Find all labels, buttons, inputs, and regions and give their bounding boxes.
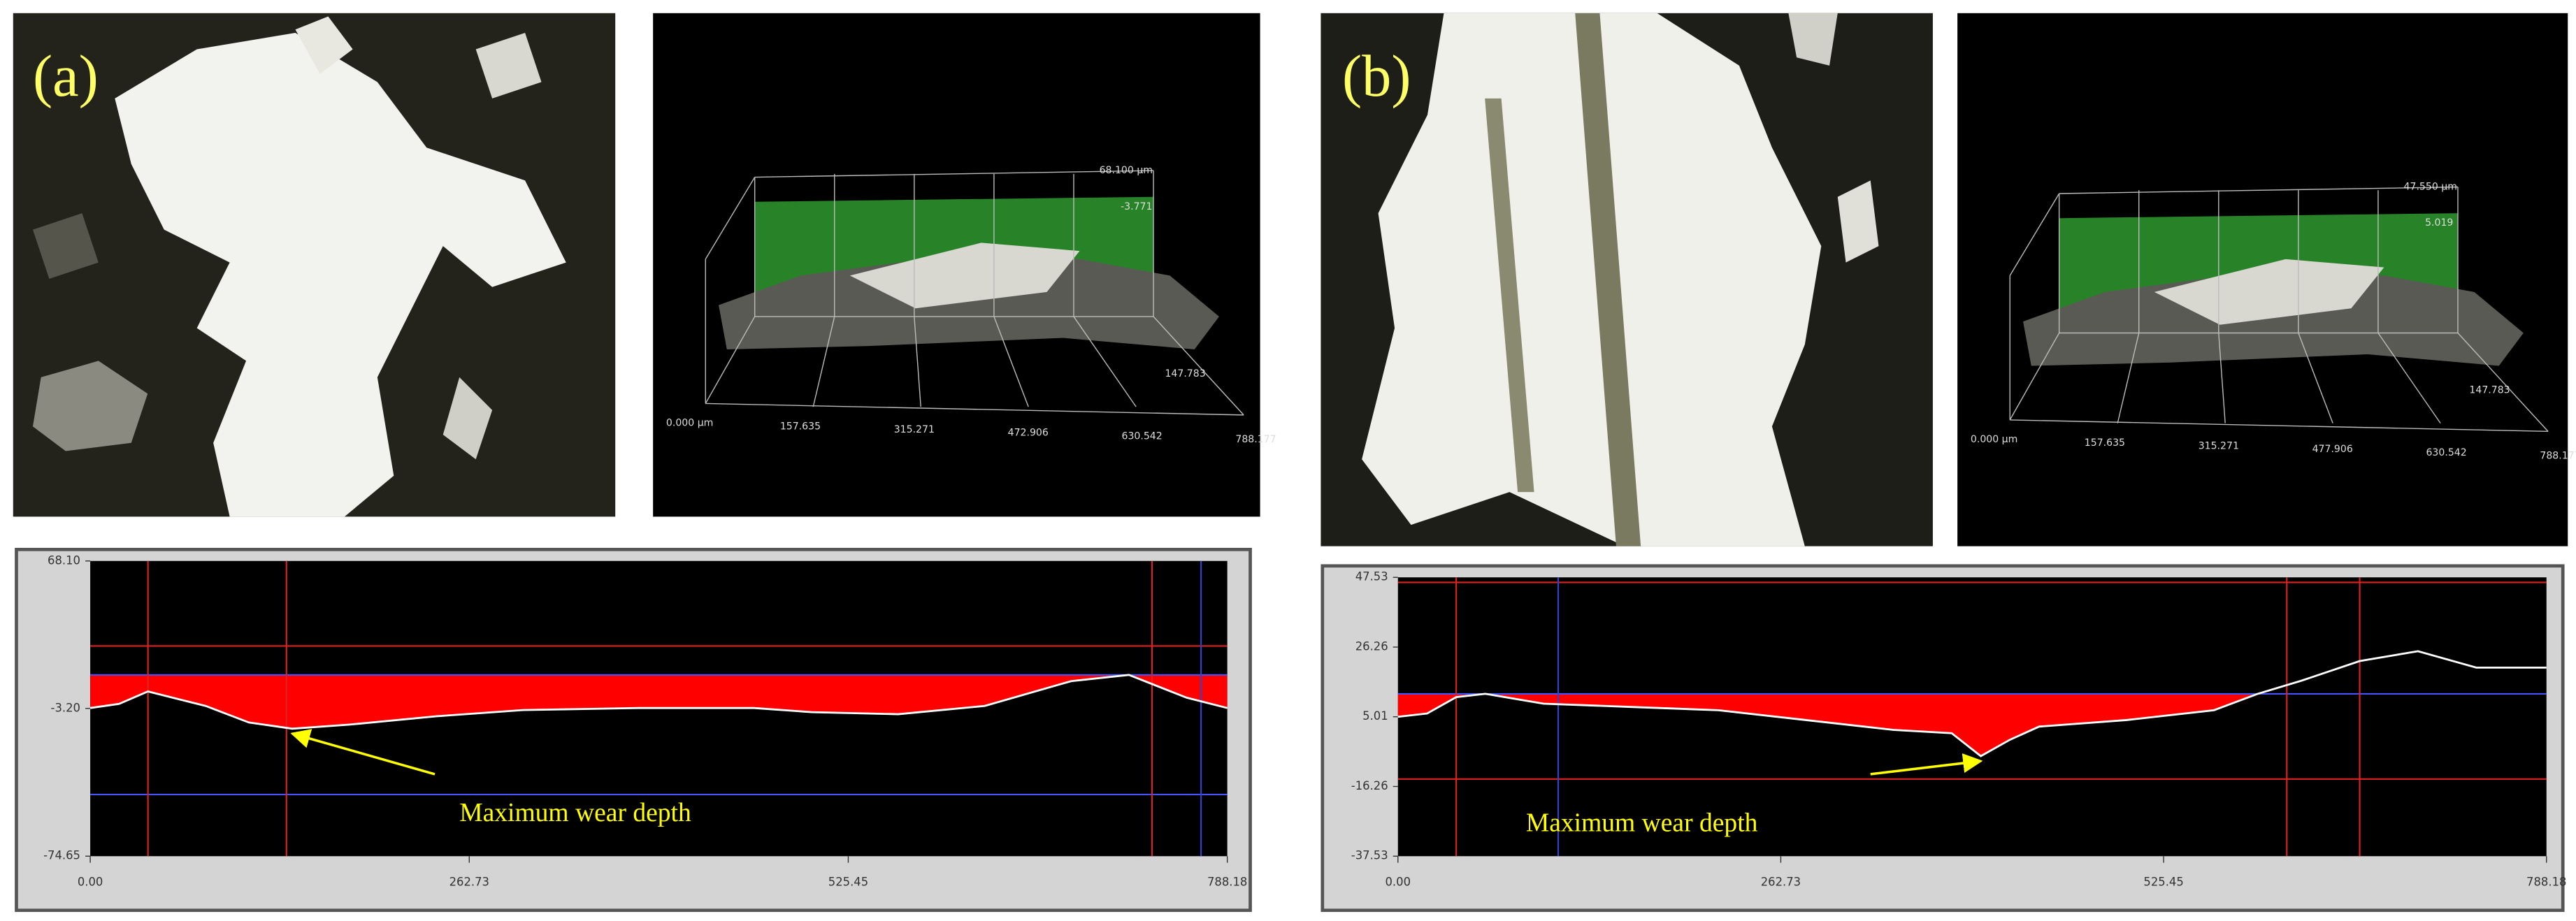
wireframe: [2010, 419, 2549, 433]
profile-line: [89, 674, 1228, 730]
wireframe: [705, 316, 756, 404]
micrograph-a: [13, 13, 616, 517]
scan-plane-value: -3.771: [1121, 201, 1152, 212]
scan-x-label: 788.177: [1235, 434, 1276, 445]
y-tick-label: 68.10: [48, 553, 80, 567]
x-tick-label: 262.73: [449, 875, 489, 888]
wireframe: [2377, 333, 2441, 424]
wireframe: [2457, 333, 2549, 432]
scan-x-label: 0.000 µm: [666, 418, 713, 429]
wireframe: [2218, 333, 2226, 423]
scan-x-label: 630.542: [2426, 447, 2466, 458]
scan-x-label: 477.906: [2312, 444, 2353, 455]
scan-x-label: 157.635: [780, 421, 821, 432]
y-tick-label: 5.01: [1362, 709, 1388, 723]
annotation: Maximum wear depth: [459, 799, 691, 827]
annotation: Maximum wear depth: [1526, 808, 1758, 837]
wear-area: [1397, 693, 2547, 757]
scan-x-label: 0.000 µm: [1971, 434, 2017, 445]
scan-depth-value: 147.783: [2469, 385, 2510, 396]
y-tick-label: -3.20: [51, 701, 80, 714]
scan-top-value: 68.100 µm: [1100, 165, 1153, 176]
x-tick-label: 525.45: [828, 875, 868, 888]
wireframe: [1073, 316, 1137, 407]
scan-x-label: 788.177: [2540, 451, 2576, 462]
wireframe: [705, 403, 1244, 416]
wireframe: [754, 170, 1154, 178]
wireframe: [812, 316, 835, 407]
y-tick-label: 26.26: [1355, 640, 1388, 653]
worn-surface: [2023, 272, 2524, 366]
x-tick-label: 0.00: [1385, 875, 1411, 888]
scan-depth-value: 147.783: [1165, 368, 1205, 379]
wireframe: [993, 316, 1029, 407]
x-tick-label: 788.18: [2526, 875, 2566, 888]
y-tick-label: 47.53: [1355, 570, 1388, 583]
wireframe: [705, 177, 756, 260]
wireframe: [2298, 333, 2333, 423]
scan-x-label: 315.271: [894, 424, 935, 435]
worn-highlight: [2154, 259, 2384, 325]
scan-x-label: 157.635: [2085, 437, 2125, 449]
wireframe: [914, 316, 921, 407]
y-tick-label: -37.53: [1351, 849, 1388, 862]
scan-x-label: 315.271: [2199, 440, 2239, 451]
worn-highlight: [849, 242, 1080, 309]
scan-x-label: 472.906: [1008, 428, 1049, 439]
scan-plane-value: 5.019: [2425, 217, 2453, 229]
micrograph-b: [1321, 13, 1933, 546]
x-tick-label: 788.18: [1207, 875, 1247, 888]
y-tick-label: -74.65: [43, 849, 80, 862]
x-tick-label: 0.00: [78, 875, 103, 888]
wireframe: [2009, 193, 2060, 276]
wireframe: [2009, 333, 2060, 421]
wear-area: [90, 674, 1228, 729]
x-tick-label: 525.45: [2143, 875, 2183, 888]
annotation-arrow: [290, 729, 436, 776]
wireframe: [1153, 316, 1244, 416]
panel-label: (b): [1342, 44, 1411, 109]
x-tick-label: 262.73: [1761, 875, 1801, 888]
scan-x-label: 630.542: [1122, 430, 1163, 442]
y-tick-label: -16.26: [1351, 779, 1388, 792]
annotation-arrow: [1870, 753, 1983, 776]
scan-top-value: 47.550 µm: [2404, 182, 2457, 193]
worn-surface: [719, 256, 1219, 349]
panel-label: (a): [33, 44, 99, 109]
wireframe: [2117, 333, 2140, 423]
wireframe: [2059, 186, 2459, 194]
